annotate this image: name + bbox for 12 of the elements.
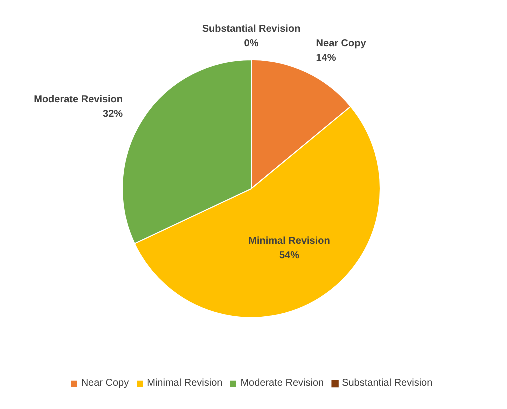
legend-label: Near Copy bbox=[81, 378, 130, 389]
data-label: 54% bbox=[279, 250, 300, 262]
slice-label: Near Copy bbox=[316, 38, 367, 50]
data-label: 14% bbox=[316, 52, 336, 64]
slice-label: Minimal Revision bbox=[248, 236, 330, 248]
category-label: Substantial Revision bbox=[202, 24, 301, 36]
legend-label: Substantial Revision bbox=[342, 378, 433, 389]
data-label: 32% bbox=[103, 109, 124, 120]
legend-label: Moderate Revision bbox=[240, 378, 324, 389]
legend-label: Minimal Revision bbox=[147, 378, 223, 389]
slice-label: Moderate Revision bbox=[34, 94, 124, 106]
text: 0% bbox=[244, 38, 259, 50]
